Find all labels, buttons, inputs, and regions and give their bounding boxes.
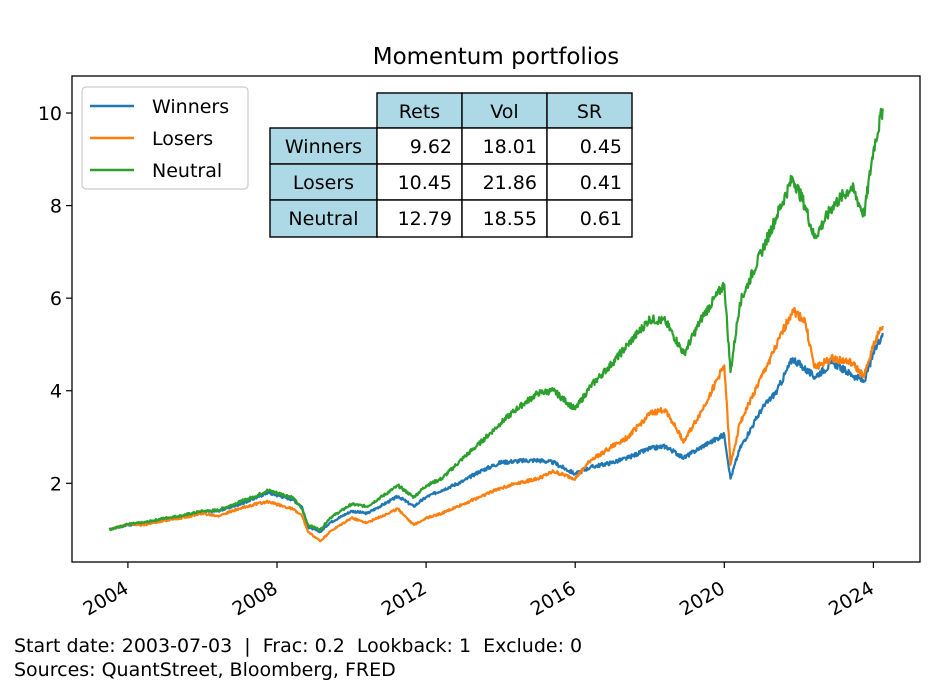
series-line-losers [108,306,884,543]
table-column-label: Rets [399,101,440,123]
y-tick-label: 2 [50,473,62,495]
plot-frame [71,75,921,563]
table-cell-value: 12.79 [398,208,452,230]
footer-settings: Start date: 2003-07-03 | Frac: 0.2 Lookb… [14,635,583,657]
table-cell-value: 21.86 [483,172,537,194]
table-cell-value: 0.41 [580,172,622,194]
table-row-label: Neutral [288,208,358,230]
table-cell [546,199,633,238]
table-cell-value: 18.01 [483,136,537,158]
table-row-header [269,199,378,238]
x-tick-label: 2024 [825,577,878,620]
x-tick-label: 2004 [80,577,133,620]
table-cell [461,199,548,238]
series-line-winners [108,332,884,534]
legend-label-losers: Losers [152,128,213,150]
table-cell [546,127,633,165]
table-cell [461,127,548,165]
table-cell-value: 0.61 [580,208,622,230]
footer-sources: Sources: QuantStreet, Bloomberg, FRED [14,659,396,681]
table-cell [376,127,463,165]
table-cell-value: 9.62 [410,136,452,158]
table-cell [546,163,633,201]
chart-title: Momentum portfolios [373,44,620,70]
stats-table: Rets Vol SR Winners 9.62 18.01 0.45 Losers 10.45… [269,92,633,238]
table-cell-value: 18.55 [483,208,537,230]
table-cell [376,163,463,201]
table-cell-value: 0.45 [580,136,622,158]
series-line-neutral [108,107,884,531]
legend-box [81,86,249,190]
table-row-header [269,163,378,201]
x-tick-label: 2008 [229,577,282,620]
table-column-label: Vol [490,101,518,123]
legend-label-winners: Winners [152,96,229,118]
y-tick-label: 10 [38,103,62,125]
table-cell [461,163,548,201]
x-tick-label: 2016 [527,577,580,620]
table-row-label: Losers [293,172,354,194]
table-header-cell [376,92,463,129]
table-row-label: Winners [285,136,362,158]
table-column-label: SR [577,101,602,123]
y-tick-label: 4 [50,381,62,403]
table-header-cell [546,92,633,129]
x-tick-label: 2012 [378,577,431,620]
x-tick-label: 2020 [676,577,729,620]
legend: Winners Losers Neutral [81,86,249,190]
table-cell-value: 10.45 [398,172,452,194]
y-tick-label: 6 [50,288,62,310]
legend-label-neutral: Neutral [152,160,222,182]
series-lines [108,107,884,543]
y-tick-label: 8 [50,196,62,218]
